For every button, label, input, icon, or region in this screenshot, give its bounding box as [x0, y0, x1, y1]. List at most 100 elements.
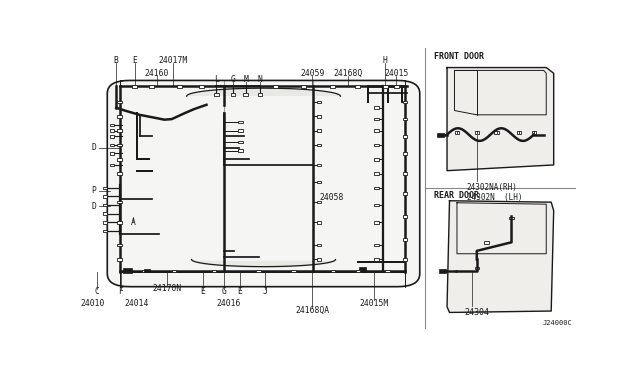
- Text: N: N: [258, 75, 262, 84]
- Polygon shape: [447, 201, 554, 312]
- Bar: [273, 85, 278, 87]
- Bar: [374, 106, 379, 109]
- Bar: [109, 124, 114, 126]
- Bar: [394, 85, 399, 87]
- Bar: [403, 152, 407, 155]
- Bar: [102, 230, 107, 232]
- Bar: [317, 101, 321, 103]
- Bar: [403, 258, 407, 261]
- Bar: [516, 131, 521, 134]
- Bar: [355, 85, 360, 87]
- Text: 24016: 24016: [216, 298, 241, 308]
- Text: A: A: [131, 218, 136, 227]
- Bar: [301, 85, 306, 87]
- Bar: [374, 172, 379, 175]
- Bar: [109, 135, 114, 138]
- Text: 24170N: 24170N: [152, 284, 181, 293]
- Text: L: L: [214, 75, 219, 84]
- Bar: [509, 217, 514, 219]
- Bar: [374, 244, 379, 246]
- Bar: [243, 93, 248, 96]
- Text: D: D: [92, 202, 97, 211]
- Text: G: G: [230, 75, 236, 84]
- Bar: [317, 201, 321, 203]
- Text: J: J: [262, 287, 268, 296]
- Bar: [374, 158, 379, 160]
- Bar: [403, 172, 407, 175]
- Text: C: C: [95, 287, 99, 296]
- Bar: [403, 192, 407, 195]
- FancyBboxPatch shape: [108, 80, 420, 287]
- Bar: [102, 204, 107, 206]
- Bar: [150, 85, 154, 87]
- Bar: [172, 270, 177, 272]
- Bar: [123, 268, 132, 273]
- Text: 24168Q: 24168Q: [333, 69, 362, 78]
- Bar: [385, 270, 390, 272]
- Text: 24015: 24015: [384, 69, 408, 78]
- Bar: [438, 269, 445, 273]
- Bar: [331, 270, 335, 272]
- Text: REAR DOOR: REAR DOOR: [434, 191, 479, 200]
- Bar: [102, 195, 107, 198]
- Text: F: F: [118, 287, 123, 296]
- Text: D: D: [92, 143, 97, 152]
- Bar: [374, 204, 379, 206]
- Text: 24014: 24014: [125, 298, 149, 308]
- Bar: [317, 115, 321, 118]
- Bar: [403, 215, 407, 218]
- Bar: [495, 131, 499, 134]
- Bar: [118, 101, 122, 103]
- Bar: [109, 152, 114, 155]
- Text: 24304: 24304: [464, 308, 490, 317]
- Bar: [317, 144, 321, 146]
- Text: G: G: [221, 287, 227, 296]
- Bar: [118, 144, 122, 146]
- Bar: [109, 129, 114, 132]
- Text: 24017M: 24017M: [159, 56, 188, 65]
- Bar: [374, 144, 379, 146]
- Bar: [109, 164, 114, 166]
- Bar: [532, 131, 536, 134]
- Bar: [317, 164, 321, 166]
- Text: B: B: [114, 56, 118, 65]
- Bar: [403, 101, 407, 103]
- Text: E: E: [132, 56, 137, 65]
- Bar: [239, 141, 243, 143]
- Bar: [383, 85, 388, 87]
- Bar: [317, 181, 321, 183]
- Text: P: P: [92, 186, 97, 195]
- Text: M: M: [243, 75, 248, 84]
- Bar: [374, 129, 379, 132]
- Text: 24168QA: 24168QA: [295, 306, 329, 315]
- Bar: [132, 85, 137, 87]
- Bar: [317, 129, 321, 132]
- Bar: [403, 135, 407, 138]
- Bar: [317, 258, 321, 261]
- Text: E: E: [237, 287, 242, 296]
- Bar: [118, 244, 122, 246]
- Bar: [239, 129, 243, 132]
- Text: 24015M: 24015M: [359, 298, 388, 308]
- Bar: [109, 144, 114, 146]
- Text: J24000C: J24000C: [542, 320, 572, 326]
- Bar: [199, 85, 204, 87]
- Bar: [102, 221, 107, 224]
- Bar: [317, 221, 321, 224]
- Bar: [118, 115, 122, 118]
- Bar: [475, 131, 479, 134]
- Bar: [374, 221, 379, 224]
- Polygon shape: [447, 68, 554, 171]
- Bar: [102, 212, 107, 215]
- Bar: [177, 85, 182, 87]
- Bar: [374, 118, 379, 121]
- Bar: [359, 267, 366, 272]
- Bar: [142, 270, 147, 272]
- Bar: [455, 131, 459, 134]
- Bar: [436, 132, 444, 137]
- Bar: [118, 201, 122, 203]
- Text: E: E: [200, 287, 205, 296]
- Bar: [374, 258, 379, 261]
- Bar: [212, 270, 216, 272]
- Bar: [258, 93, 262, 96]
